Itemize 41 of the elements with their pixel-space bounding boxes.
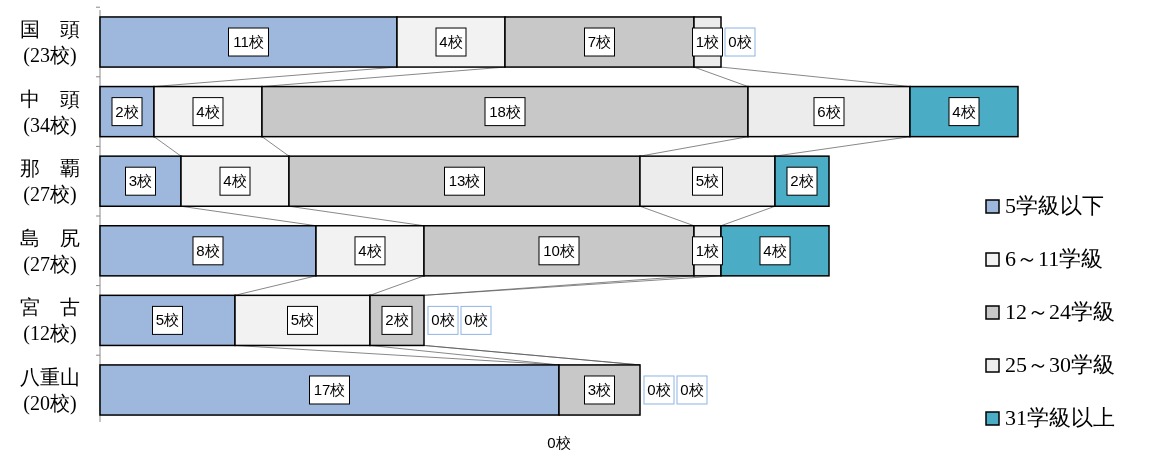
data-label: 10校 bbox=[543, 241, 575, 259]
data-label: 0校 bbox=[647, 380, 671, 398]
data-label: 5校 bbox=[695, 172, 720, 190]
data-label: 3校 bbox=[128, 172, 153, 190]
data-label: 0校 bbox=[464, 311, 488, 329]
data-label: 2校 bbox=[790, 172, 814, 190]
data-label: 17校 bbox=[313, 380, 346, 398]
data-label: 4校 bbox=[196, 102, 220, 120]
legend-label: 31学級以上 bbox=[1005, 405, 1115, 430]
data-label: 4校 bbox=[439, 33, 463, 51]
data-label: 8校 bbox=[196, 241, 220, 259]
data-label: 6校 bbox=[817, 102, 841, 120]
data-label: 3校 bbox=[587, 380, 612, 398]
y-tick-label: 国 頭 (23校) bbox=[20, 18, 80, 68]
data-label: 18校 bbox=[489, 102, 521, 120]
text: 0校 bbox=[547, 434, 571, 451]
y-tick-label: 那 覇 (27校) bbox=[20, 157, 80, 207]
data-label: 5校 bbox=[155, 311, 180, 329]
data-label: 5校 bbox=[290, 311, 315, 329]
legend-label: 12～24学級 bbox=[1005, 299, 1115, 324]
data-label: 2校 bbox=[385, 311, 409, 329]
y-tick-label: 八重山 (20校) bbox=[20, 365, 80, 415]
data-label: 4校 bbox=[763, 241, 787, 259]
data-label: 4校 bbox=[358, 241, 382, 259]
data-label: 4校 bbox=[952, 102, 976, 120]
y-tick-label: 宮 古 (12校) bbox=[20, 296, 80, 346]
data-label: 7校 bbox=[587, 33, 612, 51]
legend-label: 5学級以下 bbox=[1005, 193, 1104, 218]
data-label: 4校 bbox=[223, 172, 247, 190]
data-label: 0校 bbox=[431, 311, 455, 329]
legend-label: 25～30学級 bbox=[1005, 352, 1115, 377]
data-label: 13校 bbox=[448, 172, 481, 190]
y-tick-label: 中 頭 (34校) bbox=[20, 87, 80, 137]
data-label: 0校 bbox=[728, 33, 752, 51]
data-label: 1校 bbox=[695, 241, 720, 259]
data-label: 2校 bbox=[115, 102, 139, 120]
data-label: 1校 bbox=[695, 33, 720, 51]
legend-label: 6～11学級 bbox=[1005, 246, 1104, 271]
y-tick-label: 島 尻 (27校) bbox=[20, 226, 80, 276]
data-label: 0校 bbox=[680, 380, 704, 398]
data-label: 11校 bbox=[233, 33, 264, 51]
